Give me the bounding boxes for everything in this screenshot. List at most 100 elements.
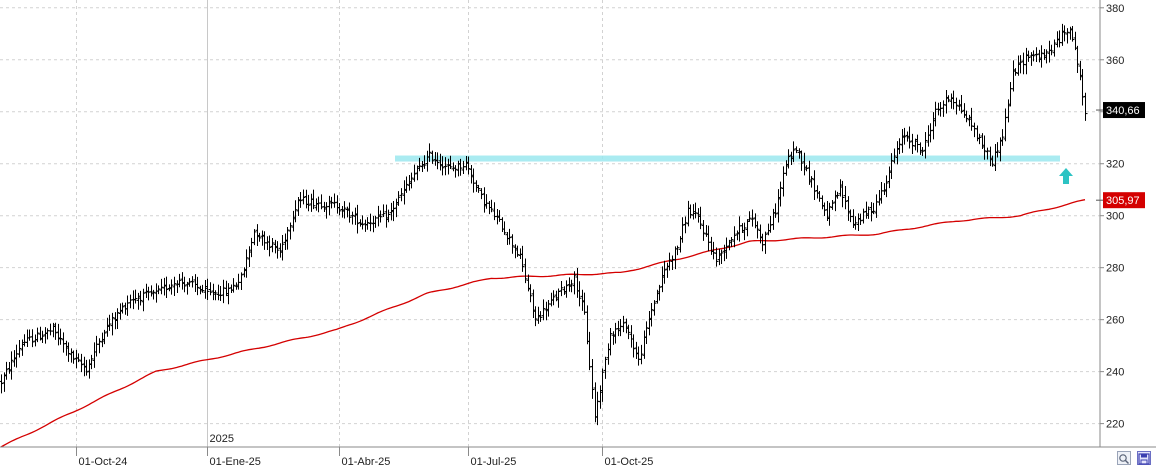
price-bar: [667, 252, 672, 271]
price-bar: [164, 276, 169, 299]
price-bar: [982, 135, 987, 160]
price-bar: [1065, 28, 1070, 44]
price-bar: [190, 276, 195, 288]
price-bar: [729, 236, 734, 248]
price-bar: [954, 97, 959, 115]
price-bar: [621, 315, 626, 333]
price-bar: [120, 302, 125, 314]
price-bar: [639, 344, 644, 365]
y-tick-label: 300: [1106, 211, 1124, 223]
price-bar: [350, 211, 355, 225]
price-bar: [169, 279, 174, 295]
price-bar: [569, 279, 574, 293]
price-bar: [861, 208, 866, 224]
price-bar: [1049, 44, 1054, 56]
price-bar: [213, 290, 218, 301]
price-bar: [644, 321, 649, 344]
price-bar: [30, 329, 35, 348]
price-bar: [698, 206, 703, 230]
price-bar: [205, 278, 210, 300]
price-bar: [17, 340, 22, 358]
price-bar: [156, 285, 161, 295]
price-bar: [355, 204, 360, 234]
price-bar: [827, 202, 832, 226]
price-bar: [902, 127, 907, 145]
price-bar: [347, 202, 352, 223]
price-bar: [306, 194, 311, 212]
price-bar: [200, 284, 205, 293]
y-tick-label: 320: [1106, 159, 1124, 171]
annotation-layer: [1059, 168, 1073, 184]
price-bar: [0, 374, 4, 394]
price-bar: [577, 281, 582, 307]
price-bar: [871, 202, 876, 215]
price-bar: [226, 283, 231, 305]
price-bar: [58, 328, 63, 345]
price-bar: [489, 199, 494, 213]
price-bar: [417, 157, 422, 172]
price-bar: [600, 368, 605, 402]
price-bar: [76, 353, 81, 363]
y-tick-label: 280: [1106, 263, 1124, 275]
price-bar: [293, 200, 298, 223]
price-bar: [711, 241, 716, 260]
moving-average-line: [0, 199, 1086, 448]
up-arrow-icon: [1059, 168, 1073, 184]
price-bar: [750, 209, 755, 227]
price-bar: [275, 241, 280, 259]
price-bar: [892, 148, 897, 164]
price-bar: [794, 146, 799, 154]
price-bar: [680, 217, 685, 243]
price-bar: [453, 165, 458, 178]
price-bar: [910, 133, 915, 155]
price-bar: [396, 191, 401, 206]
price-bar: [1031, 50, 1036, 62]
price-bar: [378, 210, 383, 223]
price-bar: [510, 234, 515, 254]
price-bar: [964, 110, 969, 123]
price-bar: [830, 199, 835, 210]
price-bar: [133, 289, 138, 304]
price-bar: [252, 229, 257, 246]
price-bar: [907, 126, 912, 149]
magnifier-icon[interactable]: [1117, 451, 1131, 465]
price-bar: [84, 359, 89, 376]
price-bar: [71, 350, 76, 364]
price-bar: [443, 157, 448, 176]
price-bar: [920, 147, 925, 157]
price-bar: [724, 237, 729, 259]
price-bar: [533, 306, 538, 327]
price-bar: [719, 249, 724, 264]
price-bar: [40, 330, 45, 343]
price-bar: [381, 204, 386, 217]
price-bar: [742, 222, 747, 241]
price-bar: [138, 290, 143, 306]
price-bar: [399, 188, 404, 202]
price-bar: [422, 155, 427, 169]
price-bar: [959, 95, 964, 114]
price-bar: [151, 289, 156, 300]
price-bar: [977, 133, 982, 145]
price-bar: [843, 185, 848, 210]
price-bar: [115, 308, 120, 329]
y-tick-label: 380: [1106, 3, 1124, 15]
price-bar: [66, 342, 71, 362]
floppy-icon[interactable]: [1137, 451, 1151, 465]
price-bar: [1000, 129, 1005, 146]
price-bar: [502, 221, 507, 235]
price-bar: [409, 172, 414, 189]
price-bar: [89, 354, 94, 370]
price-bar: [732, 226, 737, 248]
y-tick-label: 360: [1106, 55, 1124, 67]
price-bar: [773, 203, 778, 218]
price-bar: [662, 260, 667, 284]
price-bar: [301, 189, 306, 205]
price-bar: [102, 329, 107, 345]
price-bar: [1044, 49, 1049, 64]
price-bar: [551, 290, 556, 306]
price-bar: [231, 278, 236, 293]
price-bar: [195, 276, 200, 296]
price-bar: [466, 156, 471, 175]
price-bar: [523, 258, 528, 284]
